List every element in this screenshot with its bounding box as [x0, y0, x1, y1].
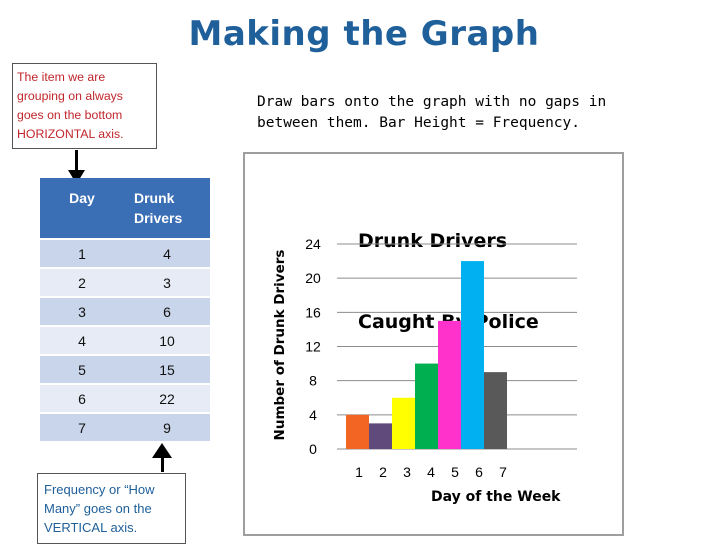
y-tick-label: 8: [309, 373, 317, 389]
cell-day: 4: [40, 326, 124, 356]
chart-frame: [243, 152, 624, 536]
header-day: Day: [40, 178, 124, 240]
page-title: Making the Graph: [188, 14, 540, 54]
data-table: Day Drunk Drivers 1 4 2 3 3 6 4 10 5 1 5 …: [40, 178, 210, 443]
bar: [346, 414, 369, 449]
y-tick-label: 12: [305, 339, 321, 355]
cell-day: 1: [40, 239, 124, 269]
x-tick-label: 1: [355, 464, 363, 480]
arrow-bottom: [161, 456, 164, 472]
x-tick-label: 5: [451, 464, 459, 480]
cell-value: 22: [124, 384, 210, 414]
x-axis-label: Day of the Week: [431, 489, 561, 505]
table-row: 4 10: [40, 326, 210, 356]
cell-day: 3: [40, 297, 124, 327]
instructions-line-2: between them. Bar Height = Frequency.: [257, 115, 581, 131]
horizontal-axis-note: The item we are grouping on always goes …: [12, 63, 157, 149]
table-row: 3 6: [40, 297, 210, 327]
x-tick-label: 6: [475, 464, 483, 480]
header-drunk: Drunk: [134, 190, 175, 206]
x-tick-label: 2: [379, 464, 387, 480]
cell-value: 6: [124, 297, 210, 327]
cell-day: 7: [40, 413, 124, 443]
x-tick-label: 7: [499, 464, 507, 480]
y-tick-label: 20: [305, 270, 321, 286]
arrow-top: [75, 150, 78, 172]
cell-day: 2: [40, 268, 124, 298]
y-tick-label: 0: [309, 441, 317, 457]
header-drunk-drivers: Drunk Drivers: [124, 178, 210, 240]
bar: [484, 372, 507, 449]
cell-day: 6: [40, 384, 124, 414]
instructions: Draw bars onto the graph with no gaps in…: [257, 92, 637, 134]
cell-value: 3: [124, 268, 210, 298]
x-tick-label: 4: [427, 464, 435, 480]
bar: [461, 261, 484, 449]
cell-value: 9: [124, 413, 210, 443]
cell-day: 5: [40, 355, 124, 385]
cell-value: 4: [124, 239, 210, 269]
x-tick-label: 3: [403, 464, 411, 480]
table-row: 2 3: [40, 268, 210, 298]
header-drivers: Drivers: [134, 210, 183, 226]
table-row: 1 4: [40, 239, 210, 269]
table-row: 6 22: [40, 384, 210, 414]
y-tick-label: 24: [305, 236, 321, 252]
bar: [369, 423, 392, 449]
table-row: 5 15: [40, 355, 210, 385]
table-row: 7 9: [40, 413, 210, 443]
bar: [415, 363, 438, 449]
instructions-line-1: Draw bars onto the graph with no gaps in: [257, 94, 607, 110]
bar: [438, 320, 461, 449]
table-header-row: Day Drunk Drivers: [40, 178, 210, 240]
cell-value: 15: [124, 355, 210, 385]
y-tick-label: 4: [309, 407, 317, 423]
cell-value: 10: [124, 326, 210, 356]
bar: [392, 397, 415, 449]
y-tick-label: 16: [305, 304, 321, 320]
chart-title-line-1: Drunk Drivers: [358, 230, 508, 252]
vertical-axis-note: Frequency or “How Many” goes on the VERT…: [37, 473, 186, 544]
